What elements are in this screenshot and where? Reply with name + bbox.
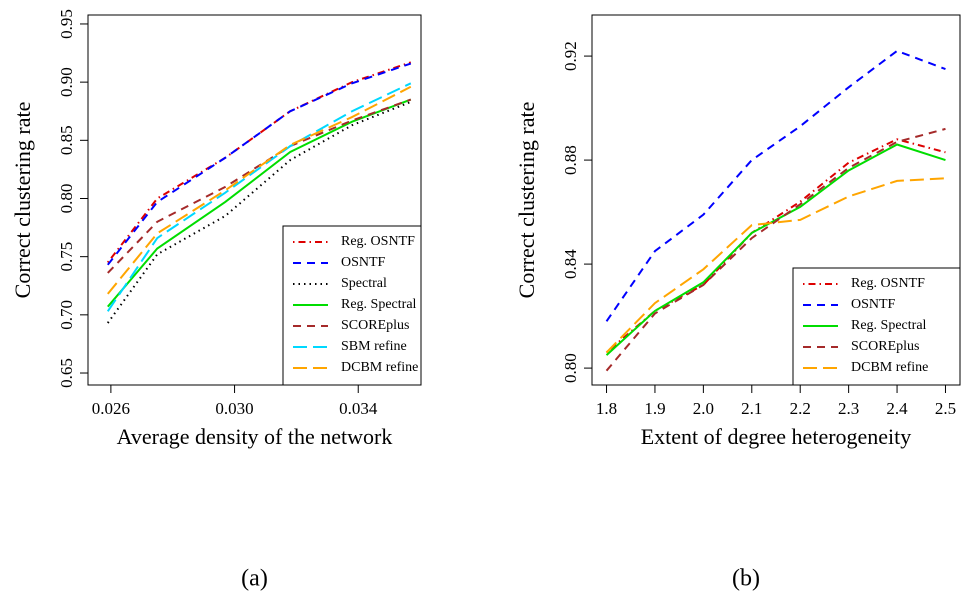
caption: (b) xyxy=(732,566,760,592)
y-tick-label: 0.84 xyxy=(561,249,580,279)
series-line xyxy=(106,61,412,264)
series-line xyxy=(605,143,946,356)
legend-label: SBM refine xyxy=(341,339,407,354)
x-tick-label: 2.3 xyxy=(838,399,859,418)
x-tick-label: 0.026 xyxy=(92,399,130,418)
x-tick-label: 1.9 xyxy=(644,399,665,418)
plot-box xyxy=(87,14,422,386)
y-tick-label: 0.65 xyxy=(57,358,76,388)
x-tick-label: 2.1 xyxy=(741,399,762,418)
legend-label: Reg. OSNTF xyxy=(341,234,415,249)
y-tick-label: 0.80 xyxy=(57,184,76,214)
series-line xyxy=(107,98,412,274)
x-tick-label: 0.034 xyxy=(339,399,378,418)
x-axis-label: Extent of degree heterogeneity xyxy=(641,424,912,449)
legend-label: Spectral xyxy=(341,276,387,291)
caption: (a) xyxy=(241,566,268,592)
x-tick-label: 1.8 xyxy=(596,399,617,418)
x-tick-label: 2.2 xyxy=(790,399,811,418)
legend-label: Reg. Spectral xyxy=(851,318,927,333)
legend-label: SCOREplus xyxy=(341,318,409,333)
y-tick-label: 0.95 xyxy=(57,9,76,39)
plot-box xyxy=(591,14,961,386)
x-tick-label: 2.5 xyxy=(935,399,956,418)
series-line xyxy=(107,85,412,295)
legend-label: Reg. Spectral xyxy=(341,297,417,312)
series-line xyxy=(605,127,946,372)
y-tick-label: 0.90 xyxy=(57,67,76,97)
legend-label: SCOREplus xyxy=(851,339,919,354)
y-tick-label: 0.80 xyxy=(561,353,580,383)
x-tick-label: 2.0 xyxy=(693,399,714,418)
y-tick-label: 0.70 xyxy=(57,300,76,330)
y-axis-label: Correct clustering rate xyxy=(514,102,539,299)
x-tick-label: 0.030 xyxy=(215,399,253,418)
x-tick-label: 2.4 xyxy=(886,399,908,418)
legend-box xyxy=(792,267,961,386)
y-tick-label: 0.88 xyxy=(561,145,580,175)
legend-label: OSNTF xyxy=(341,255,386,270)
y-axis-label: Correct clustering rate xyxy=(10,102,35,299)
legend-label: Reg. OSNTF xyxy=(851,276,925,291)
x-axis-label: Average density of the network xyxy=(117,424,393,449)
series-line xyxy=(107,62,412,266)
legend-label: DCBM refine xyxy=(341,360,418,375)
legend-label: OSNTF xyxy=(851,297,896,312)
y-tick-label: 0.75 xyxy=(57,242,76,272)
legend-label: DCBM refine xyxy=(851,360,928,375)
y-tick-label: 0.85 xyxy=(57,125,76,155)
y-tick-label: 0.92 xyxy=(561,41,580,71)
series-line xyxy=(106,82,412,312)
